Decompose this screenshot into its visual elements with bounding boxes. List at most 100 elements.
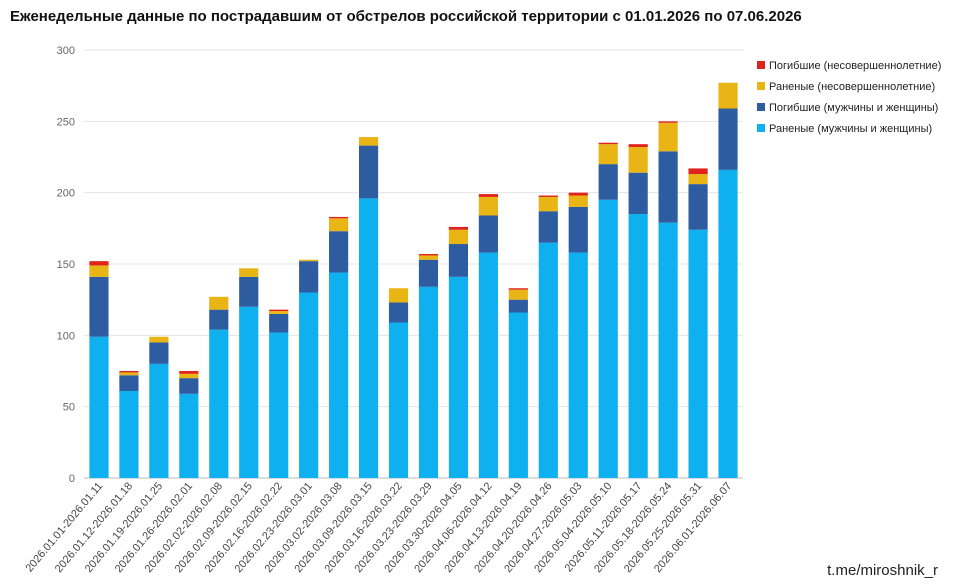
bar-segment-s3-c17: [598, 142, 618, 145]
bar-segment-s3-c18: [628, 144, 648, 148]
bar-segment-s1-c17: [598, 164, 618, 200]
bar-segment-s2-c7: [299, 259, 319, 262]
bar-segment-s1-c20: [688, 184, 708, 230]
bar-segment-s0-c21: [718, 169, 738, 478]
bar-segment-s2-c2: [149, 336, 169, 343]
legend-swatch: [757, 61, 765, 69]
bar-segment-s1-c21: [718, 108, 738, 170]
bar-segment-s3-c20: [688, 168, 708, 175]
bar-segment-s1-c14: [508, 299, 528, 313]
bar-segment-s2-c4: [209, 296, 229, 310]
x-axis-labels: 2026.01.01-2026.01.112026.01.12-2026.01.…: [23, 480, 734, 575]
bar-segment-s2-c18: [628, 147, 648, 173]
bar-segment-s1-c3: [179, 378, 199, 394]
bar-segment-s2-c14: [508, 289, 528, 300]
legend: Погибшие (несовершеннолетние) Раненые (не…: [757, 60, 941, 135]
legend-label: Раненые (мужчины и женщины): [769, 123, 932, 135]
bar-segment-s1-c16: [568, 206, 588, 253]
bar-segment-s0-c14: [508, 312, 528, 478]
bar-segment-s1-c1: [119, 375, 139, 391]
bar-segment-s0-c5: [239, 306, 259, 478]
bar-segment-s2-c11: [418, 255, 439, 260]
bar-segment-s3-c3: [179, 371, 199, 374]
grid-layer: 0 50 100 150 200 250 300: [57, 45, 743, 485]
bar-segment-s3-c8: [329, 216, 349, 219]
bar-segment-s2-c12: [448, 229, 469, 245]
legend-swatch: [757, 124, 765, 132]
bar-segment-s2-c0: [89, 265, 109, 277]
bar-segment-s2-c21: [718, 82, 738, 109]
bar-segment-s1-c2: [149, 342, 169, 364]
bar-segment-s2-c5: [239, 268, 259, 277]
legend-label: Погибшие (мужчины и женщины): [769, 102, 938, 114]
y-tick-label: 300: [57, 45, 75, 57]
bar-segment-s2-c9: [358, 137, 379, 146]
bar-segment-s0-c4: [209, 329, 229, 478]
bar-segment-s3-c11: [418, 254, 439, 256]
bar-segment-s0-c11: [418, 286, 439, 478]
legend-swatch: [757, 82, 765, 90]
legend-swatch: [757, 103, 765, 111]
bar-segment-s3-c0: [89, 261, 109, 266]
bar-segment-s2-c10: [388, 288, 409, 303]
bar-segment-s1-c8: [329, 231, 349, 273]
chart-title: Еженедельные данные по пострадавшим от о…: [10, 8, 802, 25]
y-tick-label: 100: [57, 330, 75, 342]
bar-segment-s3-c15: [538, 195, 558, 197]
y-tick-label: 250: [57, 116, 75, 128]
bar-segment-s2-c6: [269, 311, 289, 314]
bar-segment-s0-c7: [299, 292, 319, 478]
bar-segment-s1-c15: [538, 211, 558, 243]
bar-segment-s0-c8: [329, 272, 349, 478]
bar-segment-s2-c8: [329, 218, 349, 232]
bar-segment-s0-c10: [388, 322, 409, 478]
bar-segment-s2-c19: [658, 122, 678, 152]
bar-segment-s1-c5: [239, 276, 259, 307]
bar-segment-s1-c19: [658, 151, 678, 223]
bar-segment-s0-c2: [149, 363, 169, 478]
bar-segment-s2-c20: [688, 174, 708, 185]
bar-segment-s0-c13: [478, 252, 498, 478]
y-tick-label: 50: [63, 402, 75, 414]
bar-segment-s0-c12: [448, 276, 469, 478]
y-tick-label: 200: [57, 188, 75, 200]
bar-segment-s0-c17: [598, 199, 618, 479]
bar-segment-s3-c19: [658, 121, 678, 123]
bar-segment-s3-c13: [478, 194, 498, 197]
bar-segment-s2-c15: [538, 196, 558, 212]
bar-segment-s0-c15: [538, 242, 558, 478]
bar-segment-s0-c9: [358, 198, 379, 478]
bar-segment-s2-c1: [119, 372, 139, 376]
bar-layer: [89, 82, 738, 479]
bar-segment-s2-c17: [598, 144, 618, 165]
bar-segment-s2-c13: [478, 196, 498, 216]
watermark: t.me/miroshnik_r: [827, 562, 938, 579]
bar-segment-s1-c11: [418, 259, 439, 287]
bar-segment-s0-c20: [688, 229, 708, 478]
bar-segment-s1-c10: [388, 302, 409, 323]
bar-segment-s1-c13: [478, 215, 498, 253]
bar-segment-s0-c16: [568, 252, 588, 478]
y-tick-label: 150: [57, 259, 75, 271]
bar-segment-s0-c3: [179, 393, 199, 478]
bar-segment-s1-c9: [358, 145, 379, 199]
bar-segment-s1-c6: [269, 313, 289, 333]
bar-segment-s3-c1: [119, 371, 139, 373]
bar-segment-s1-c12: [448, 244, 469, 277]
bar-segment-s3-c14: [508, 288, 528, 290]
bar-segment-s1-c7: [299, 261, 319, 293]
bar-segment-s0-c1: [119, 390, 139, 478]
bar-segment-s0-c18: [628, 214, 648, 479]
bar-segment-s1-c4: [209, 309, 229, 330]
bar-segment-s1-c18: [628, 172, 648, 215]
bar-segment-s0-c6: [269, 332, 289, 478]
bar-segment-s3-c6: [269, 309, 289, 312]
bar-segment-s0-c19: [658, 222, 678, 478]
bar-segment-s2-c16: [568, 195, 588, 207]
bar-segment-s0-c0: [89, 336, 109, 478]
bar-segment-s1-c0: [89, 276, 109, 337]
legend-label: Раненые (несовершеннолетние): [769, 81, 935, 93]
y-tick-label: 0: [69, 473, 75, 485]
